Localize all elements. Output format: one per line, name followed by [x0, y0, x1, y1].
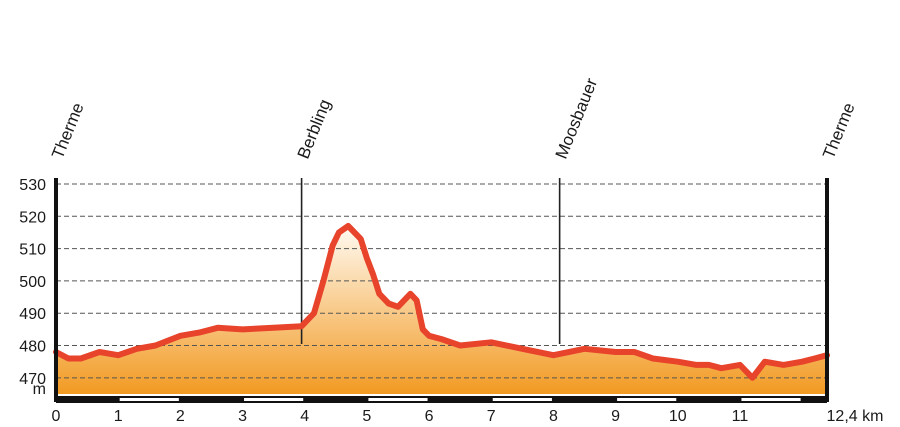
elevation-area — [56, 226, 827, 394]
grid-layer — [56, 183, 827, 379]
x-tick-label-3: 3 — [238, 408, 247, 425]
waypoint-label-therme: Therme — [819, 100, 859, 161]
y-tick-label-480: 480 — [19, 339, 46, 356]
x-tick-label-11: 11 — [732, 408, 749, 425]
y-tick-label-530: 530 — [19, 177, 46, 194]
elevation-line — [53, 223, 830, 381]
elevation-area-layer — [56, 226, 827, 394]
x-tick-label-10: 10 — [669, 408, 687, 425]
y-tick-label-470: 470 — [19, 371, 46, 388]
x-tick-label-9: 9 — [611, 408, 620, 425]
waypoint-layer — [300, 178, 561, 344]
x-tick-label-7: 7 — [487, 408, 496, 425]
waypoint-label-therme: Therme — [48, 100, 88, 161]
y-tick-label-510: 510 — [19, 242, 46, 259]
y-tick-label-490: 490 — [19, 306, 46, 323]
x-tick-label-6: 6 — [425, 408, 434, 425]
y-tick-label-500: 500 — [19, 274, 46, 291]
x-axis-bar — [56, 396, 827, 403]
x-end-label: 12,4 km — [827, 408, 884, 425]
y-unit-label: m — [33, 381, 46, 398]
x-axis-segment-9 — [617, 398, 677, 401]
x-axis-segment-11 — [741, 398, 801, 401]
x-tick-label-4: 4 — [300, 408, 309, 425]
y-tick-label-520: 520 — [19, 209, 46, 226]
waypoint-label-moosbauer: Moosbauer — [552, 75, 602, 161]
x-tick-label-2: 2 — [176, 408, 185, 425]
x-tick-label-0: 0 — [52, 408, 61, 425]
axis-layer — [54, 178, 829, 403]
x-axis-segment-7 — [492, 398, 552, 401]
x-tick-label-1: 1 — [114, 408, 123, 425]
waypoint-label-berbling: Berbling — [294, 97, 335, 162]
x-axis-segment-3 — [244, 398, 304, 401]
x-axis-segment-5 — [368, 398, 428, 401]
x-tick-label-5: 5 — [362, 408, 371, 425]
x-axis-segment-1 — [119, 398, 179, 401]
elevation-line-layer — [53, 223, 830, 381]
x-tick-label-8: 8 — [549, 408, 558, 425]
